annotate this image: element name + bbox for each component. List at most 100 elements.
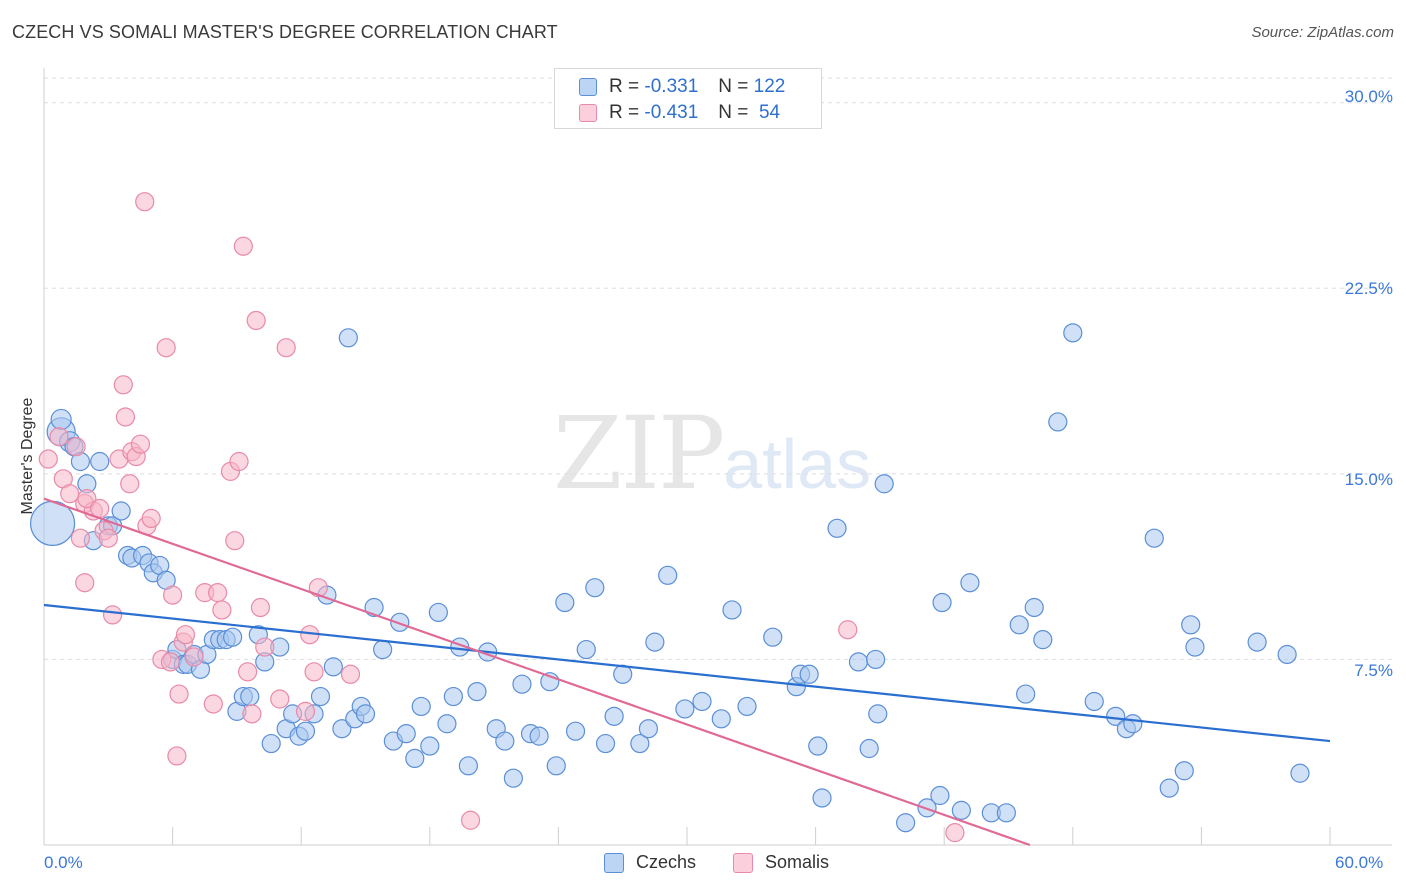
czech-point bbox=[565, 721, 586, 741]
legend-r-value: -0.431 bbox=[644, 102, 699, 123]
czech-point bbox=[50, 408, 72, 431]
somali-point bbox=[90, 498, 110, 519]
czech-point bbox=[555, 592, 575, 613]
somali-point bbox=[238, 662, 258, 682]
czech-point bbox=[437, 714, 457, 734]
czech-point bbox=[1181, 615, 1201, 635]
czech-point bbox=[240, 686, 260, 707]
czech-point bbox=[411, 696, 431, 717]
czech-point bbox=[763, 627, 783, 647]
czech-point bbox=[310, 686, 331, 707]
czech-point bbox=[90, 451, 110, 472]
somali-point bbox=[233, 236, 253, 256]
somali-point bbox=[250, 597, 271, 618]
somali-point bbox=[115, 407, 136, 427]
czech-point bbox=[737, 696, 757, 717]
legend-n-value: 54 bbox=[758, 102, 781, 123]
czech-point bbox=[932, 592, 952, 613]
czech-point bbox=[1063, 323, 1083, 343]
somali-point bbox=[304, 662, 324, 682]
czech-point bbox=[261, 733, 281, 754]
czech-point bbox=[576, 639, 596, 660]
bottom-legend-label: Somalis bbox=[765, 852, 830, 872]
somali-point bbox=[308, 578, 328, 598]
czech-point bbox=[866, 649, 886, 670]
somali-point bbox=[130, 434, 151, 454]
somali-point bbox=[945, 823, 965, 843]
czech-point bbox=[1106, 706, 1126, 726]
legend-r-value: -0.331 bbox=[644, 76, 699, 97]
czech-point bbox=[420, 736, 440, 756]
czech-point bbox=[604, 706, 624, 726]
czech-point bbox=[630, 733, 650, 754]
czech-point bbox=[323, 657, 343, 677]
czech-point bbox=[223, 627, 243, 647]
source-label: Source: ZipAtlas.com bbox=[1251, 24, 1394, 41]
watermark: ZIPatlas bbox=[553, 395, 871, 512]
czech-swatch bbox=[579, 78, 597, 96]
czech-point bbox=[1290, 763, 1310, 783]
somali-trend-line bbox=[43, 497, 1031, 847]
bottom-legend-somalis: Somalis bbox=[733, 852, 829, 873]
czech-point bbox=[1009, 615, 1029, 635]
somali-point bbox=[169, 684, 189, 704]
czech-point bbox=[443, 686, 463, 707]
czech-point bbox=[467, 681, 487, 702]
legend-n-value: 122 bbox=[753, 76, 786, 97]
czech-point bbox=[874, 474, 894, 494]
czech-point bbox=[529, 726, 549, 746]
somali-point bbox=[270, 689, 290, 709]
czech-point bbox=[692, 691, 712, 712]
somali-point bbox=[163, 585, 183, 605]
czech-point bbox=[930, 785, 950, 806]
czech-point bbox=[512, 674, 532, 694]
czech-point bbox=[1185, 637, 1205, 657]
czech-point bbox=[1048, 412, 1068, 432]
czech-point bbox=[645, 632, 665, 652]
somali-point bbox=[276, 338, 296, 358]
legend-r-label: R = bbox=[609, 102, 640, 123]
somali-point bbox=[66, 437, 86, 457]
czech-point bbox=[859, 738, 879, 759]
somali-point bbox=[229, 451, 249, 472]
somali-point bbox=[460, 810, 481, 830]
czech-point bbox=[848, 652, 869, 672]
czech-point bbox=[1247, 632, 1267, 652]
somali-point bbox=[156, 338, 176, 358]
somali-point bbox=[212, 600, 232, 620]
czech-point bbox=[405, 748, 425, 769]
somali-point bbox=[135, 192, 155, 212]
czech-point bbox=[1277, 644, 1297, 665]
somali-point bbox=[208, 583, 228, 603]
czech-point bbox=[868, 704, 888, 724]
somali-swatch bbox=[579, 104, 597, 122]
czech-point bbox=[390, 612, 410, 632]
czech-point bbox=[428, 602, 448, 623]
somali-point bbox=[175, 625, 196, 645]
somali-point bbox=[838, 620, 858, 640]
somali-point bbox=[75, 573, 95, 593]
czech-point bbox=[495, 731, 515, 751]
czech-point bbox=[808, 736, 828, 756]
czech-point bbox=[638, 719, 659, 739]
somali-point bbox=[225, 531, 245, 551]
bottom-legend-label: Czechs bbox=[636, 852, 697, 872]
czech-point bbox=[658, 565, 678, 585]
legend: R = -0.331 N = 122 R = -0.431 N = 54 bbox=[554, 68, 822, 129]
somali-point bbox=[255, 637, 275, 657]
czech-point bbox=[338, 328, 358, 348]
czech-point bbox=[111, 501, 131, 521]
somali-point bbox=[167, 746, 187, 766]
y-tick-label: 7.5% bbox=[1354, 661, 1393, 680]
y-tick-label: 15.0% bbox=[1344, 470, 1393, 489]
y-tick-label: 22.5% bbox=[1344, 279, 1393, 298]
somali-point bbox=[340, 664, 361, 684]
czech-point bbox=[1084, 691, 1104, 712]
czech-point bbox=[546, 756, 566, 776]
somali-point bbox=[246, 310, 266, 331]
czech-point bbox=[1174, 761, 1194, 781]
somali-point bbox=[184, 647, 204, 667]
somali-point bbox=[77, 489, 97, 509]
legend-row-czechs: R = -0.331 N = 122 bbox=[579, 75, 785, 99]
